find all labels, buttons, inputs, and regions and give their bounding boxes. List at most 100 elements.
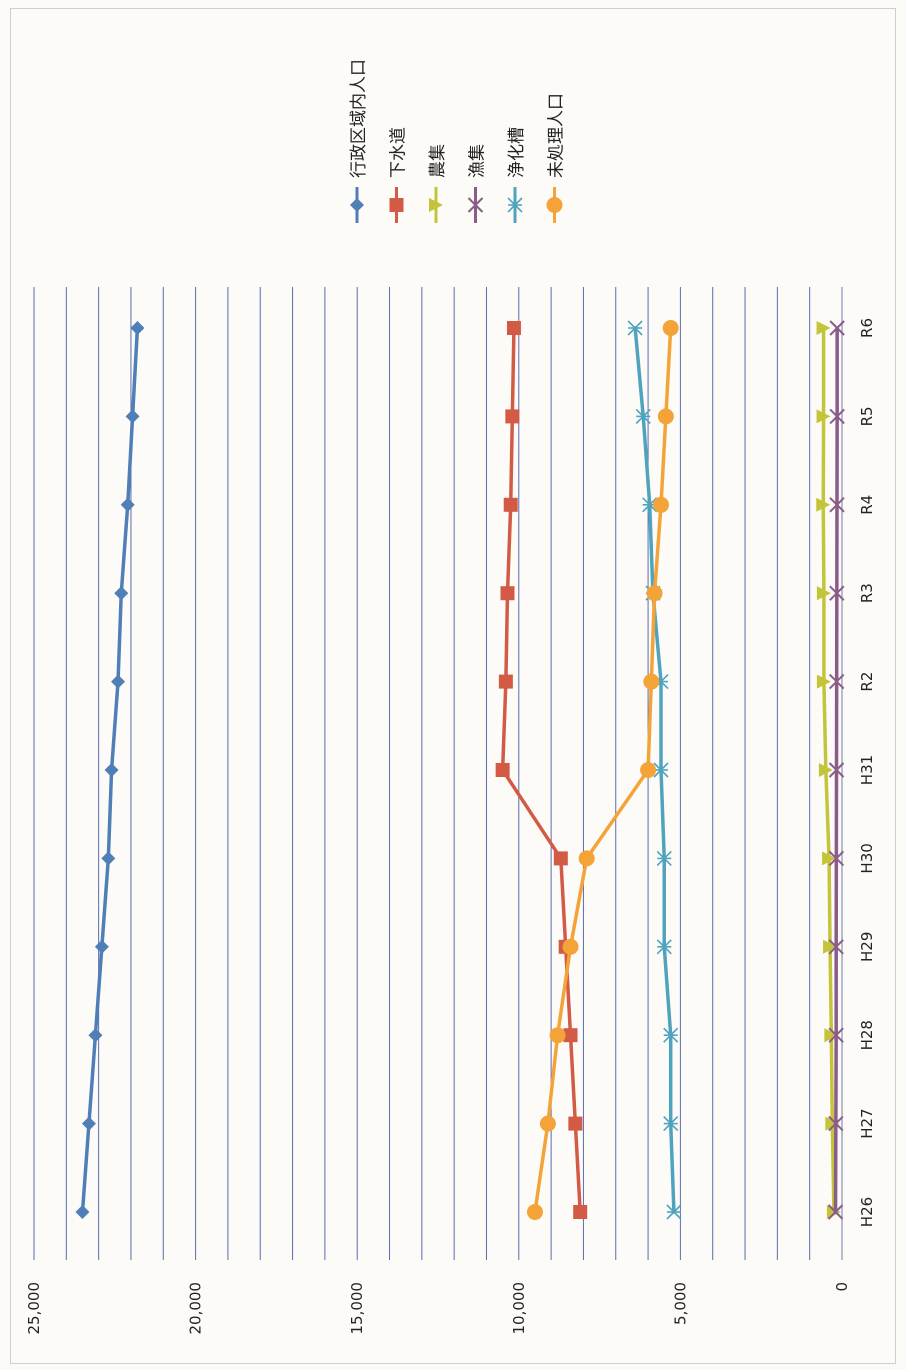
x-tick-label: R3 bbox=[858, 583, 876, 603]
series-4 bbox=[627, 320, 682, 1220]
data-point bbox=[829, 585, 845, 601]
data-point bbox=[816, 586, 831, 601]
data-point bbox=[656, 939, 672, 955]
data-point bbox=[646, 585, 663, 602]
data-point bbox=[663, 1116, 679, 1132]
data-point bbox=[829, 320, 845, 336]
data-point bbox=[549, 1027, 566, 1044]
x-tick-label: H26 bbox=[858, 1197, 876, 1227]
y-tick-label: 25,000 bbox=[25, 1282, 43, 1335]
data-point bbox=[500, 586, 515, 601]
data-point bbox=[627, 320, 643, 336]
data-point bbox=[562, 938, 579, 955]
data-point bbox=[104, 763, 119, 777]
x-tick-label: H27 bbox=[858, 1108, 876, 1138]
data-point bbox=[503, 497, 518, 512]
legend-item: 行政区域内人口 bbox=[349, 59, 369, 223]
data-point bbox=[823, 939, 838, 954]
y-tick-label: 20,000 bbox=[187, 1282, 205, 1335]
series-0 bbox=[75, 321, 145, 1219]
legend-item: 未処理人口 bbox=[546, 93, 567, 223]
data-point bbox=[816, 497, 831, 512]
data-point bbox=[816, 321, 831, 335]
legend-label: 漁集 bbox=[468, 144, 488, 178]
legend-item: 浄化槽 bbox=[507, 127, 527, 223]
data-point bbox=[553, 851, 568, 866]
x-tick-label: H31 bbox=[858, 755, 876, 785]
legend-label: 農集 bbox=[428, 144, 448, 178]
data-point bbox=[81, 1116, 96, 1131]
x-tick-label: H29 bbox=[858, 932, 876, 962]
data-point bbox=[635, 408, 651, 424]
data-point bbox=[828, 939, 844, 955]
data-point bbox=[88, 1028, 103, 1043]
data-point bbox=[640, 762, 657, 778]
data-point bbox=[829, 408, 845, 425]
data-point bbox=[578, 850, 595, 867]
data-point bbox=[120, 497, 135, 512]
data-point bbox=[573, 1205, 588, 1219]
series-3 bbox=[827, 320, 845, 1220]
data-point bbox=[828, 1027, 844, 1043]
data-point bbox=[822, 851, 837, 866]
series-line bbox=[500, 326, 582, 1214]
data-point bbox=[827, 1204, 844, 1220]
legend-item: 農集 bbox=[428, 144, 448, 223]
data-point bbox=[563, 1028, 578, 1043]
grid-layer bbox=[33, 287, 843, 1260]
legend-marker bbox=[389, 198, 404, 212]
data-point bbox=[114, 586, 129, 601]
data-point bbox=[656, 850, 672, 866]
x-tick-label: R4 bbox=[858, 495, 876, 515]
data-point bbox=[816, 409, 831, 424]
legend-marker bbox=[467, 197, 484, 213]
data-point bbox=[111, 674, 126, 689]
data-point bbox=[495, 763, 510, 777]
data-point bbox=[828, 673, 845, 690]
data-point bbox=[825, 1116, 840, 1131]
data-point bbox=[653, 762, 669, 778]
x-tick-label: R2 bbox=[858, 672, 876, 692]
x-tick-label: R6 bbox=[858, 318, 876, 338]
data-point bbox=[568, 1116, 583, 1131]
legend-marker bbox=[546, 197, 563, 213]
series-2 bbox=[816, 321, 841, 1219]
data-point bbox=[498, 674, 513, 689]
x-tick-label: H28 bbox=[858, 1020, 876, 1050]
data-point bbox=[828, 1115, 844, 1132]
y-tick-label: 5,000 bbox=[671, 1282, 689, 1325]
data-point bbox=[828, 850, 845, 867]
data-point bbox=[663, 1027, 679, 1043]
data-point bbox=[657, 408, 674, 425]
legend-marker bbox=[429, 198, 443, 212]
legend-item: 下水道 bbox=[389, 127, 409, 223]
data-point bbox=[643, 673, 660, 690]
x-tick-label: H30 bbox=[858, 843, 876, 873]
data-point bbox=[662, 320, 679, 336]
data-point bbox=[506, 321, 521, 335]
legend-label: 未処理人口 bbox=[547, 93, 567, 178]
legend-label: 浄化槽 bbox=[507, 127, 527, 178]
data-point bbox=[505, 409, 520, 424]
data-point bbox=[829, 497, 845, 513]
data-point bbox=[828, 762, 845, 778]
data-point bbox=[666, 1204, 682, 1220]
y-tick-label: 0 bbox=[833, 1282, 851, 1292]
legend-marker bbox=[507, 197, 523, 213]
axis-layer: 0 5,000 10,000 15,000 20,000 25,000 H26 H27 H28 H… bbox=[25, 318, 876, 1334]
series-layer bbox=[75, 320, 845, 1220]
y-tick-label: 15,000 bbox=[348, 1282, 366, 1335]
data-point bbox=[818, 763, 833, 777]
data-point bbox=[816, 674, 831, 689]
data-point bbox=[824, 1028, 839, 1043]
data-point bbox=[653, 496, 670, 513]
data-point bbox=[539, 1115, 556, 1132]
data-point bbox=[130, 321, 145, 335]
chart-frame bbox=[10, 8, 896, 1364]
data-point bbox=[94, 939, 109, 954]
data-point bbox=[125, 409, 140, 424]
series-1 bbox=[495, 321, 588, 1219]
legend-label: 下水道 bbox=[389, 127, 409, 178]
